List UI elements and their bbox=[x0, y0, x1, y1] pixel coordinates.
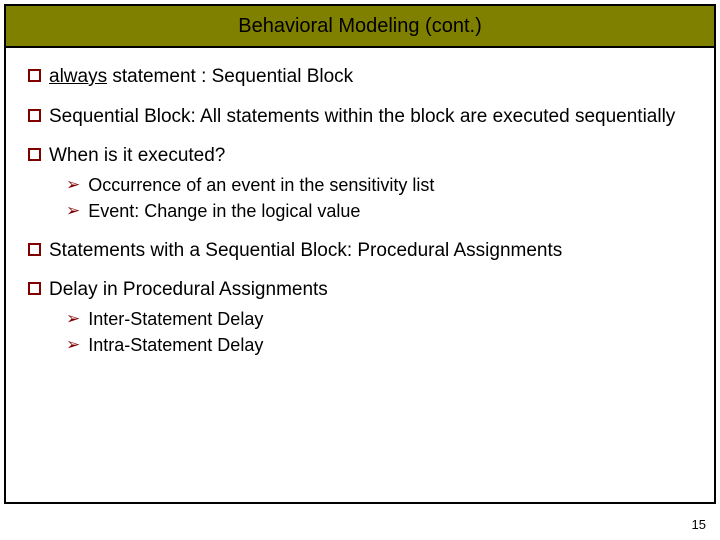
sub-item: ➢ Occurrence of an event in the sensitiv… bbox=[66, 173, 692, 197]
square-bullet-icon bbox=[28, 243, 41, 256]
bullet-text: Statements with a Sequential Block: Proc… bbox=[49, 238, 562, 264]
arrow-icon: ➢ bbox=[66, 175, 80, 195]
arrow-icon: ➢ bbox=[66, 335, 80, 355]
sub-item: ➢ Inter-Statement Delay bbox=[66, 307, 692, 331]
arrow-icon: ➢ bbox=[66, 309, 80, 329]
bullet-item: always statement : Sequential Block bbox=[28, 64, 692, 90]
slide-frame: Behavioral Modeling (cont.) always state… bbox=[4, 4, 716, 504]
slide-title: Behavioral Modeling (cont.) bbox=[238, 15, 481, 38]
title-bar: Behavioral Modeling (cont.) bbox=[6, 6, 714, 48]
sub-item: ➢ Intra-Statement Delay bbox=[66, 333, 692, 357]
sub-text: Intra-Statement Delay bbox=[88, 333, 263, 357]
arrow-icon: ➢ bbox=[66, 201, 80, 221]
sub-item: ➢ Event: Change in the logical value bbox=[66, 199, 692, 223]
bullet-text: When is it executed? bbox=[49, 143, 225, 169]
bullet-item: When is it executed? bbox=[28, 143, 692, 169]
sub-text: Occurrence of an event in the sensitivit… bbox=[88, 173, 434, 197]
sub-list: ➢ Occurrence of an event in the sensitiv… bbox=[28, 173, 692, 224]
bullet-text-rest: statement : Sequential Block bbox=[107, 66, 353, 87]
square-bullet-icon bbox=[28, 148, 41, 161]
page-number: 15 bbox=[692, 517, 706, 532]
slide-content: always statement : Sequential Block Sequ… bbox=[6, 48, 714, 381]
square-bullet-icon bbox=[28, 109, 41, 122]
sub-text: Inter-Statement Delay bbox=[88, 307, 263, 331]
square-bullet-icon bbox=[28, 69, 41, 82]
bullet-text: always statement : Sequential Block bbox=[49, 64, 353, 90]
sub-text: Event: Change in the logical value bbox=[88, 199, 360, 223]
bullet-text: Delay in Procedural Assignments bbox=[49, 277, 328, 303]
sub-list: ➢ Inter-Statement Delay ➢ Intra-Statemen… bbox=[28, 307, 692, 358]
bullet-text: Sequential Block: All statements within … bbox=[49, 104, 675, 130]
underlined-keyword: always bbox=[49, 66, 107, 87]
bullet-item: Delay in Procedural Assignments bbox=[28, 277, 692, 303]
square-bullet-icon bbox=[28, 282, 41, 295]
bullet-item: Sequential Block: All statements within … bbox=[28, 104, 692, 130]
bullet-item: Statements with a Sequential Block: Proc… bbox=[28, 238, 692, 264]
